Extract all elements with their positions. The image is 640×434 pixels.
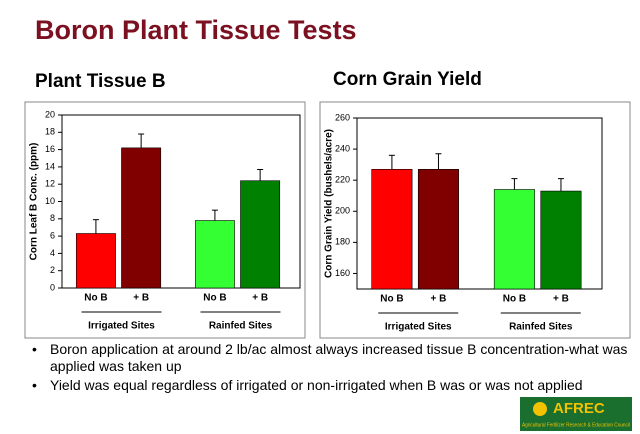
chart-frame	[319, 101, 631, 339]
bar	[240, 180, 281, 289]
x-tick-label: No B	[503, 294, 526, 305]
slide-title: Boron Plant Tissue Tests	[35, 15, 357, 45]
bar	[540, 190, 582, 290]
y-tick-label: 8	[50, 213, 55, 223]
x-tick-label: + B	[252, 293, 268, 304]
y-tick-label: 220	[335, 175, 350, 185]
y-tick-label: 160	[335, 268, 350, 278]
y-tick-label: 200	[335, 206, 350, 216]
bar	[493, 189, 535, 290]
group-label: Irrigated Sites	[88, 321, 155, 332]
y-tick-label: 16	[45, 144, 55, 154]
x-tick-label: + B	[431, 294, 447, 305]
y-tick-label: 2	[50, 265, 55, 275]
x-tick-label: No B	[380, 294, 403, 305]
group-label: Rainfed Sites	[209, 321, 273, 332]
y-tick-label: 10	[45, 196, 55, 206]
bullet: Yield was equal regardless of irrigated …	[32, 377, 640, 394]
logo-name: AFREC	[553, 400, 605, 417]
plot-area	[356, 117, 603, 290]
y-tick-label: 240	[335, 143, 350, 153]
bar	[194, 220, 235, 289]
chart-title: Corn Grain Yield	[333, 69, 482, 90]
y-tick-label: 12	[45, 179, 55, 189]
y-tick-label: 0	[50, 282, 55, 292]
bar	[371, 169, 413, 290]
x-tick-label: + B	[553, 294, 569, 305]
chart-frame	[24, 101, 306, 339]
x-tick-label: No B	[203, 293, 226, 304]
bar	[75, 233, 116, 289]
y-tick-label: 180	[335, 237, 350, 247]
y-tick-label: 4	[50, 248, 55, 258]
y-tick-label: 14	[45, 161, 55, 171]
y-tick-label: 20	[45, 109, 55, 119]
y-tick-label: 260	[335, 112, 350, 122]
y-tick-label: 18	[45, 127, 55, 137]
bar	[417, 169, 459, 290]
y-tick-label: 6	[50, 230, 55, 240]
y-axis-label: Corn Leaf B Conc. (ppm)	[29, 143, 40, 261]
group-label: Irrigated Sites	[385, 322, 452, 333]
x-tick-label: No B	[84, 293, 107, 304]
logo-icon	[533, 402, 547, 416]
chart-title: Plant Tissue B	[35, 71, 166, 92]
bullet: Boron application at around 2 lb/ac almo…	[32, 341, 640, 375]
bar	[121, 147, 162, 289]
logo-caption: Agricultural Fertilizer Research & Educa…	[522, 422, 630, 428]
y-axis-label: Corn Grain Yield (bushels/acre)	[324, 129, 335, 278]
group-label: Rainfed Sites	[509, 322, 573, 333]
x-tick-label: + B	[133, 293, 149, 304]
